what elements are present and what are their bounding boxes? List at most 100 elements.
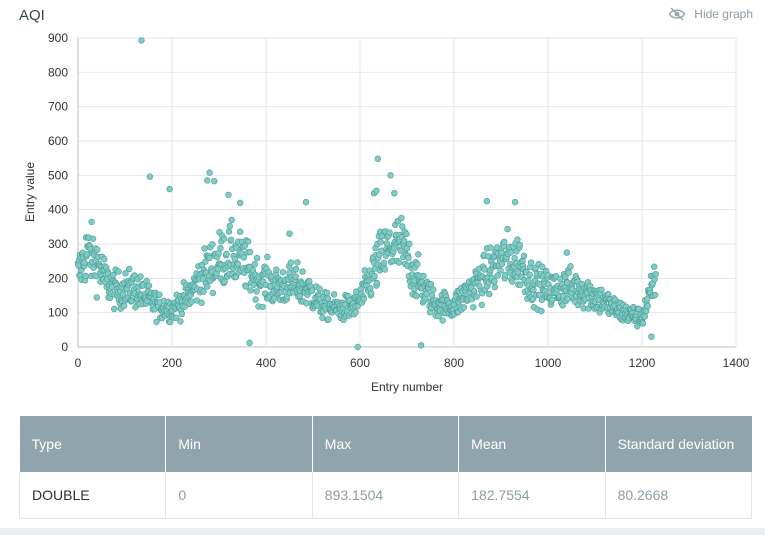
data-point — [302, 198, 310, 206]
data-point — [383, 240, 390, 247]
data-point — [201, 245, 208, 252]
data-point — [498, 260, 506, 267]
data-point — [294, 259, 301, 266]
data-point — [226, 222, 234, 230]
data-point — [399, 223, 406, 230]
data-point — [514, 236, 521, 243]
data-point — [178, 310, 186, 318]
stats-header-row: Type Min Max Mean Standard deviation — [19, 416, 752, 472]
data-point — [209, 241, 216, 248]
data-point — [89, 235, 97, 242]
x-axis-title: Entry number — [371, 380, 443, 394]
data-point — [299, 268, 306, 275]
data-point — [220, 235, 228, 242]
data-point — [101, 256, 108, 263]
data-point — [83, 251, 91, 258]
x-tick-label: 600 — [350, 356, 370, 370]
data-point — [177, 318, 184, 325]
data-point — [651, 263, 658, 270]
data-point — [225, 191, 232, 199]
data-point — [94, 246, 101, 253]
chart-ticks: 0 100 200 300 400 500 600 700 800 900 0 200 400 600 80… — [48, 31, 750, 370]
data-point — [527, 259, 535, 266]
data-point — [498, 249, 505, 256]
data-point — [324, 295, 332, 302]
data-point — [473, 293, 480, 300]
data-point — [403, 230, 410, 238]
data-point — [530, 286, 537, 294]
data-point — [377, 238, 384, 246]
data-point — [247, 287, 254, 294]
data-point — [491, 278, 498, 285]
stats-header-max: Max — [312, 416, 460, 472]
data-point — [325, 316, 332, 323]
data-point — [491, 283, 499, 291]
data-point — [563, 249, 570, 256]
x-tick-label: 0 — [75, 356, 82, 370]
data-point — [228, 216, 235, 224]
data-point — [82, 272, 89, 280]
data-point — [221, 278, 228, 285]
data-point — [635, 305, 642, 313]
x-tick-label: 1200 — [629, 356, 656, 370]
stats-header-min: Min — [165, 416, 313, 472]
data-point — [381, 266, 389, 273]
data-point — [217, 244, 224, 252]
data-point — [648, 333, 655, 340]
data-point — [126, 265, 133, 273]
data-point — [88, 218, 95, 226]
data-point — [391, 189, 398, 197]
data-point — [251, 261, 258, 268]
data-point — [153, 318, 160, 326]
data-point — [232, 273, 240, 281]
y-tick-label: 900 — [48, 31, 68, 45]
data-point — [380, 259, 388, 267]
data-point — [166, 185, 173, 193]
data-point — [146, 173, 154, 180]
eye-off-icon — [668, 7, 686, 21]
data-point — [514, 269, 522, 276]
data-point — [478, 301, 485, 309]
data-point — [373, 187, 380, 194]
y-tick-label: 700 — [48, 100, 68, 114]
data-point — [398, 214, 405, 222]
data-point — [520, 252, 528, 260]
data-point — [81, 259, 88, 266]
stats-table: Type Min Max Mean Standard deviation DOU… — [18, 416, 753, 519]
data-point — [598, 286, 605, 294]
data-point — [486, 290, 493, 298]
data-point — [497, 267, 504, 274]
data-point — [323, 289, 331, 297]
data-point — [253, 254, 261, 262]
data-point — [538, 307, 545, 315]
hide-graph-button[interactable]: Hide graph — [668, 7, 753, 21]
data-point — [387, 172, 394, 179]
data-point — [211, 177, 218, 185]
data-point — [567, 263, 574, 270]
data-point — [110, 305, 118, 313]
stats-mean: 182.7554 — [458, 472, 606, 519]
data-point — [395, 259, 403, 266]
data-point — [504, 225, 511, 233]
x-tick-label: 800 — [444, 356, 464, 370]
data-point — [234, 260, 242, 268]
data-point — [240, 254, 248, 261]
data-point — [137, 273, 144, 280]
data-point — [292, 265, 300, 273]
data-point — [507, 249, 515, 256]
data-point — [439, 317, 446, 324]
data-point — [639, 320, 647, 327]
data-point — [643, 295, 651, 303]
data-point — [644, 302, 651, 310]
data-point — [236, 228, 244, 235]
data-point — [236, 199, 244, 207]
data-point — [559, 302, 566, 309]
data-point — [410, 277, 418, 285]
data-point — [373, 279, 381, 287]
stats-max: 893.1504 — [312, 472, 460, 519]
data-point — [273, 266, 280, 273]
data-point — [539, 263, 546, 271]
x-tick-label: 1400 — [723, 356, 750, 370]
hide-graph-label: Hide graph — [694, 7, 753, 21]
data-point — [204, 283, 211, 290]
